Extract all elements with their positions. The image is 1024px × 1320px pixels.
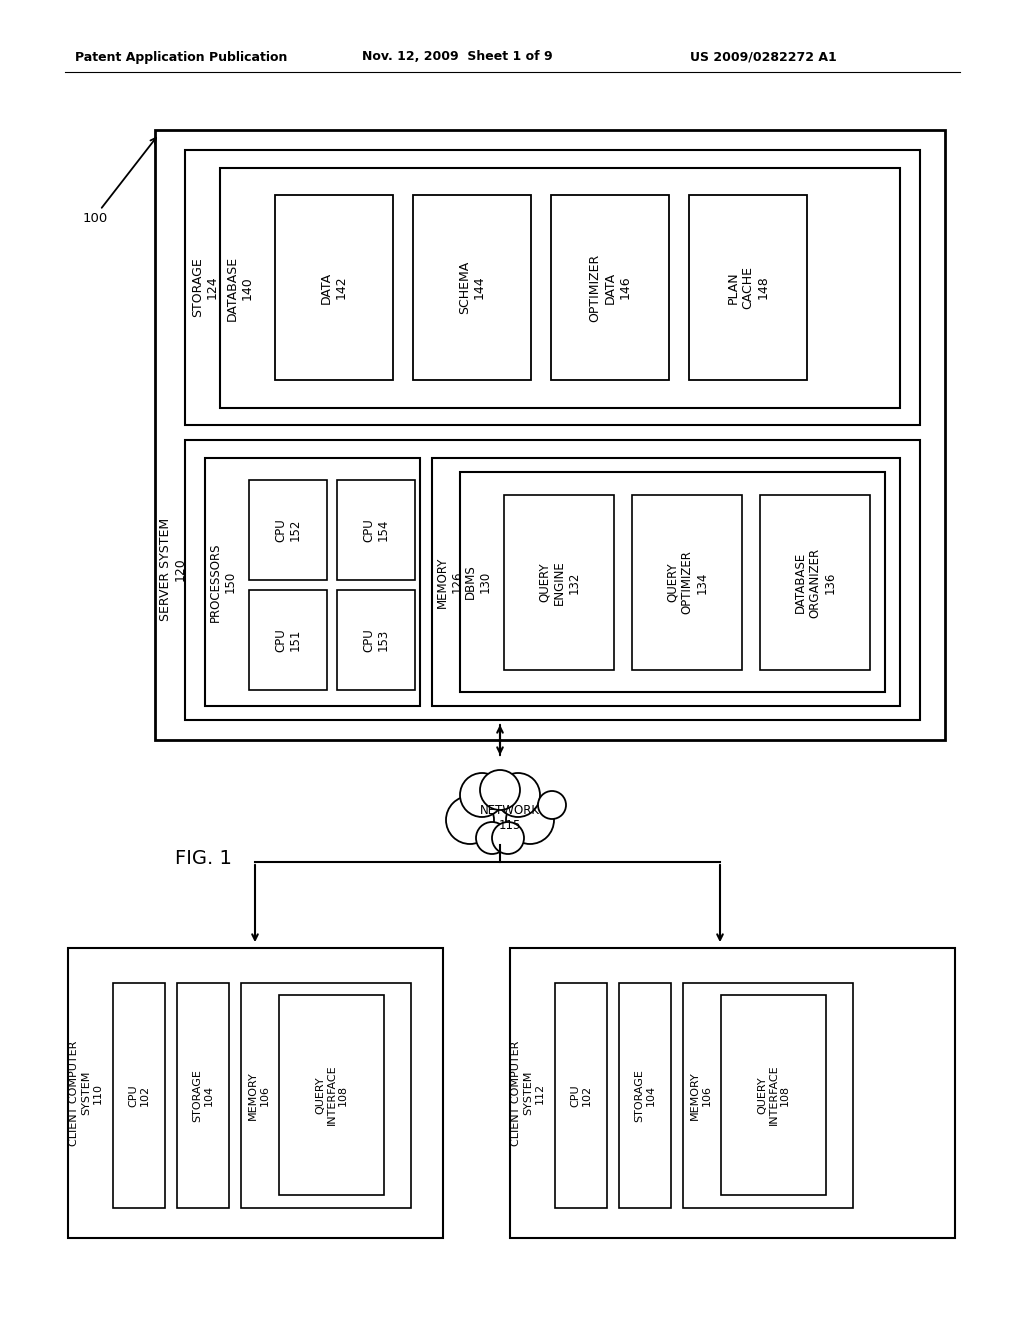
Text: QUERY
INTERFACE
108: QUERY INTERFACE 108 <box>315 1065 348 1126</box>
Circle shape <box>480 770 520 810</box>
Text: DATABASE
140: DATABASE 140 <box>226 256 254 321</box>
Bar <box>413 195 531 380</box>
Text: OPTIMIZER
DATA
146: OPTIMIZER DATA 146 <box>589 253 632 322</box>
Text: CPU
151: CPU 151 <box>274 628 302 652</box>
Text: MEMORY
126: MEMORY 126 <box>436 556 464 607</box>
Text: STORAGE
104: STORAGE 104 <box>634 1069 655 1122</box>
Circle shape <box>492 822 524 854</box>
Text: NETWORK
115: NETWORK 115 <box>480 804 540 832</box>
Text: QUERY
OPTIMIZER
134: QUERY OPTIMIZER 134 <box>666 550 709 614</box>
Bar <box>185 150 920 425</box>
Bar <box>177 983 229 1208</box>
Bar <box>432 458 900 706</box>
Text: SERVER SYSTEM
120: SERVER SYSTEM 120 <box>159 517 187 620</box>
Bar <box>337 480 415 579</box>
Circle shape <box>446 796 494 843</box>
Bar <box>683 983 853 1208</box>
Circle shape <box>506 796 554 843</box>
Bar <box>249 590 327 690</box>
Text: SCHEMA
144: SCHEMA 144 <box>458 261 486 314</box>
Text: CPU
154: CPU 154 <box>362 519 390 543</box>
Bar <box>555 983 607 1208</box>
Bar <box>510 948 955 1238</box>
Text: CPU
152: CPU 152 <box>274 519 302 543</box>
Bar <box>551 195 669 380</box>
Text: MEMORY
106: MEMORY 106 <box>248 1071 269 1119</box>
Text: DATA
142: DATA 142 <box>319 272 348 304</box>
Text: CLIENT COMPUTER
SYSTEM
112: CLIENT COMPUTER SYSTEM 112 <box>511 1040 545 1146</box>
Text: DATABASE
ORGANIZER
136: DATABASE ORGANIZER 136 <box>794 548 837 618</box>
Bar <box>760 495 870 671</box>
Bar <box>185 440 920 719</box>
Bar <box>155 129 945 741</box>
Text: CPU
102: CPU 102 <box>570 1084 592 1106</box>
Text: 100: 100 <box>82 211 108 224</box>
Text: PLAN
CACHE
148: PLAN CACHE 148 <box>726 267 769 309</box>
Text: QUERY
ENGINE
132: QUERY ENGINE 132 <box>538 560 581 605</box>
Bar <box>113 983 165 1208</box>
Bar <box>275 195 393 380</box>
Bar <box>205 458 420 706</box>
Bar <box>721 995 826 1195</box>
Text: CLIENT COMPUTER
SYSTEM
110: CLIENT COMPUTER SYSTEM 110 <box>70 1040 102 1146</box>
Bar <box>618 983 671 1208</box>
Text: QUERY
INTERFACE
108: QUERY INTERFACE 108 <box>757 1065 791 1126</box>
Bar <box>632 495 742 671</box>
Text: Patent Application Publication: Patent Application Publication <box>75 50 288 63</box>
Bar <box>249 480 327 579</box>
Text: FIG. 1: FIG. 1 <box>175 849 231 867</box>
Circle shape <box>460 774 504 817</box>
Text: PROCESSORS
150: PROCESSORS 150 <box>209 543 237 622</box>
Bar <box>689 195 807 380</box>
Text: CPU
102: CPU 102 <box>128 1084 150 1106</box>
Text: DBMS
130: DBMS 130 <box>464 565 492 599</box>
Bar <box>504 495 614 671</box>
Bar <box>337 590 415 690</box>
Circle shape <box>538 791 566 818</box>
Circle shape <box>476 822 508 854</box>
Text: STORAGE
124: STORAGE 124 <box>191 257 219 317</box>
Text: MEMORY
106: MEMORY 106 <box>690 1071 712 1119</box>
Text: Nov. 12, 2009  Sheet 1 of 9: Nov. 12, 2009 Sheet 1 of 9 <box>362 50 553 63</box>
Bar <box>241 983 411 1208</box>
Bar <box>279 995 384 1195</box>
Text: CPU
153: CPU 153 <box>362 628 390 652</box>
Circle shape <box>496 774 540 817</box>
Text: US 2009/0282272 A1: US 2009/0282272 A1 <box>690 50 837 63</box>
Bar <box>68 948 443 1238</box>
Bar <box>460 473 885 692</box>
Bar <box>220 168 900 408</box>
Circle shape <box>468 783 532 847</box>
Text: STORAGE
104: STORAGE 104 <box>193 1069 214 1122</box>
